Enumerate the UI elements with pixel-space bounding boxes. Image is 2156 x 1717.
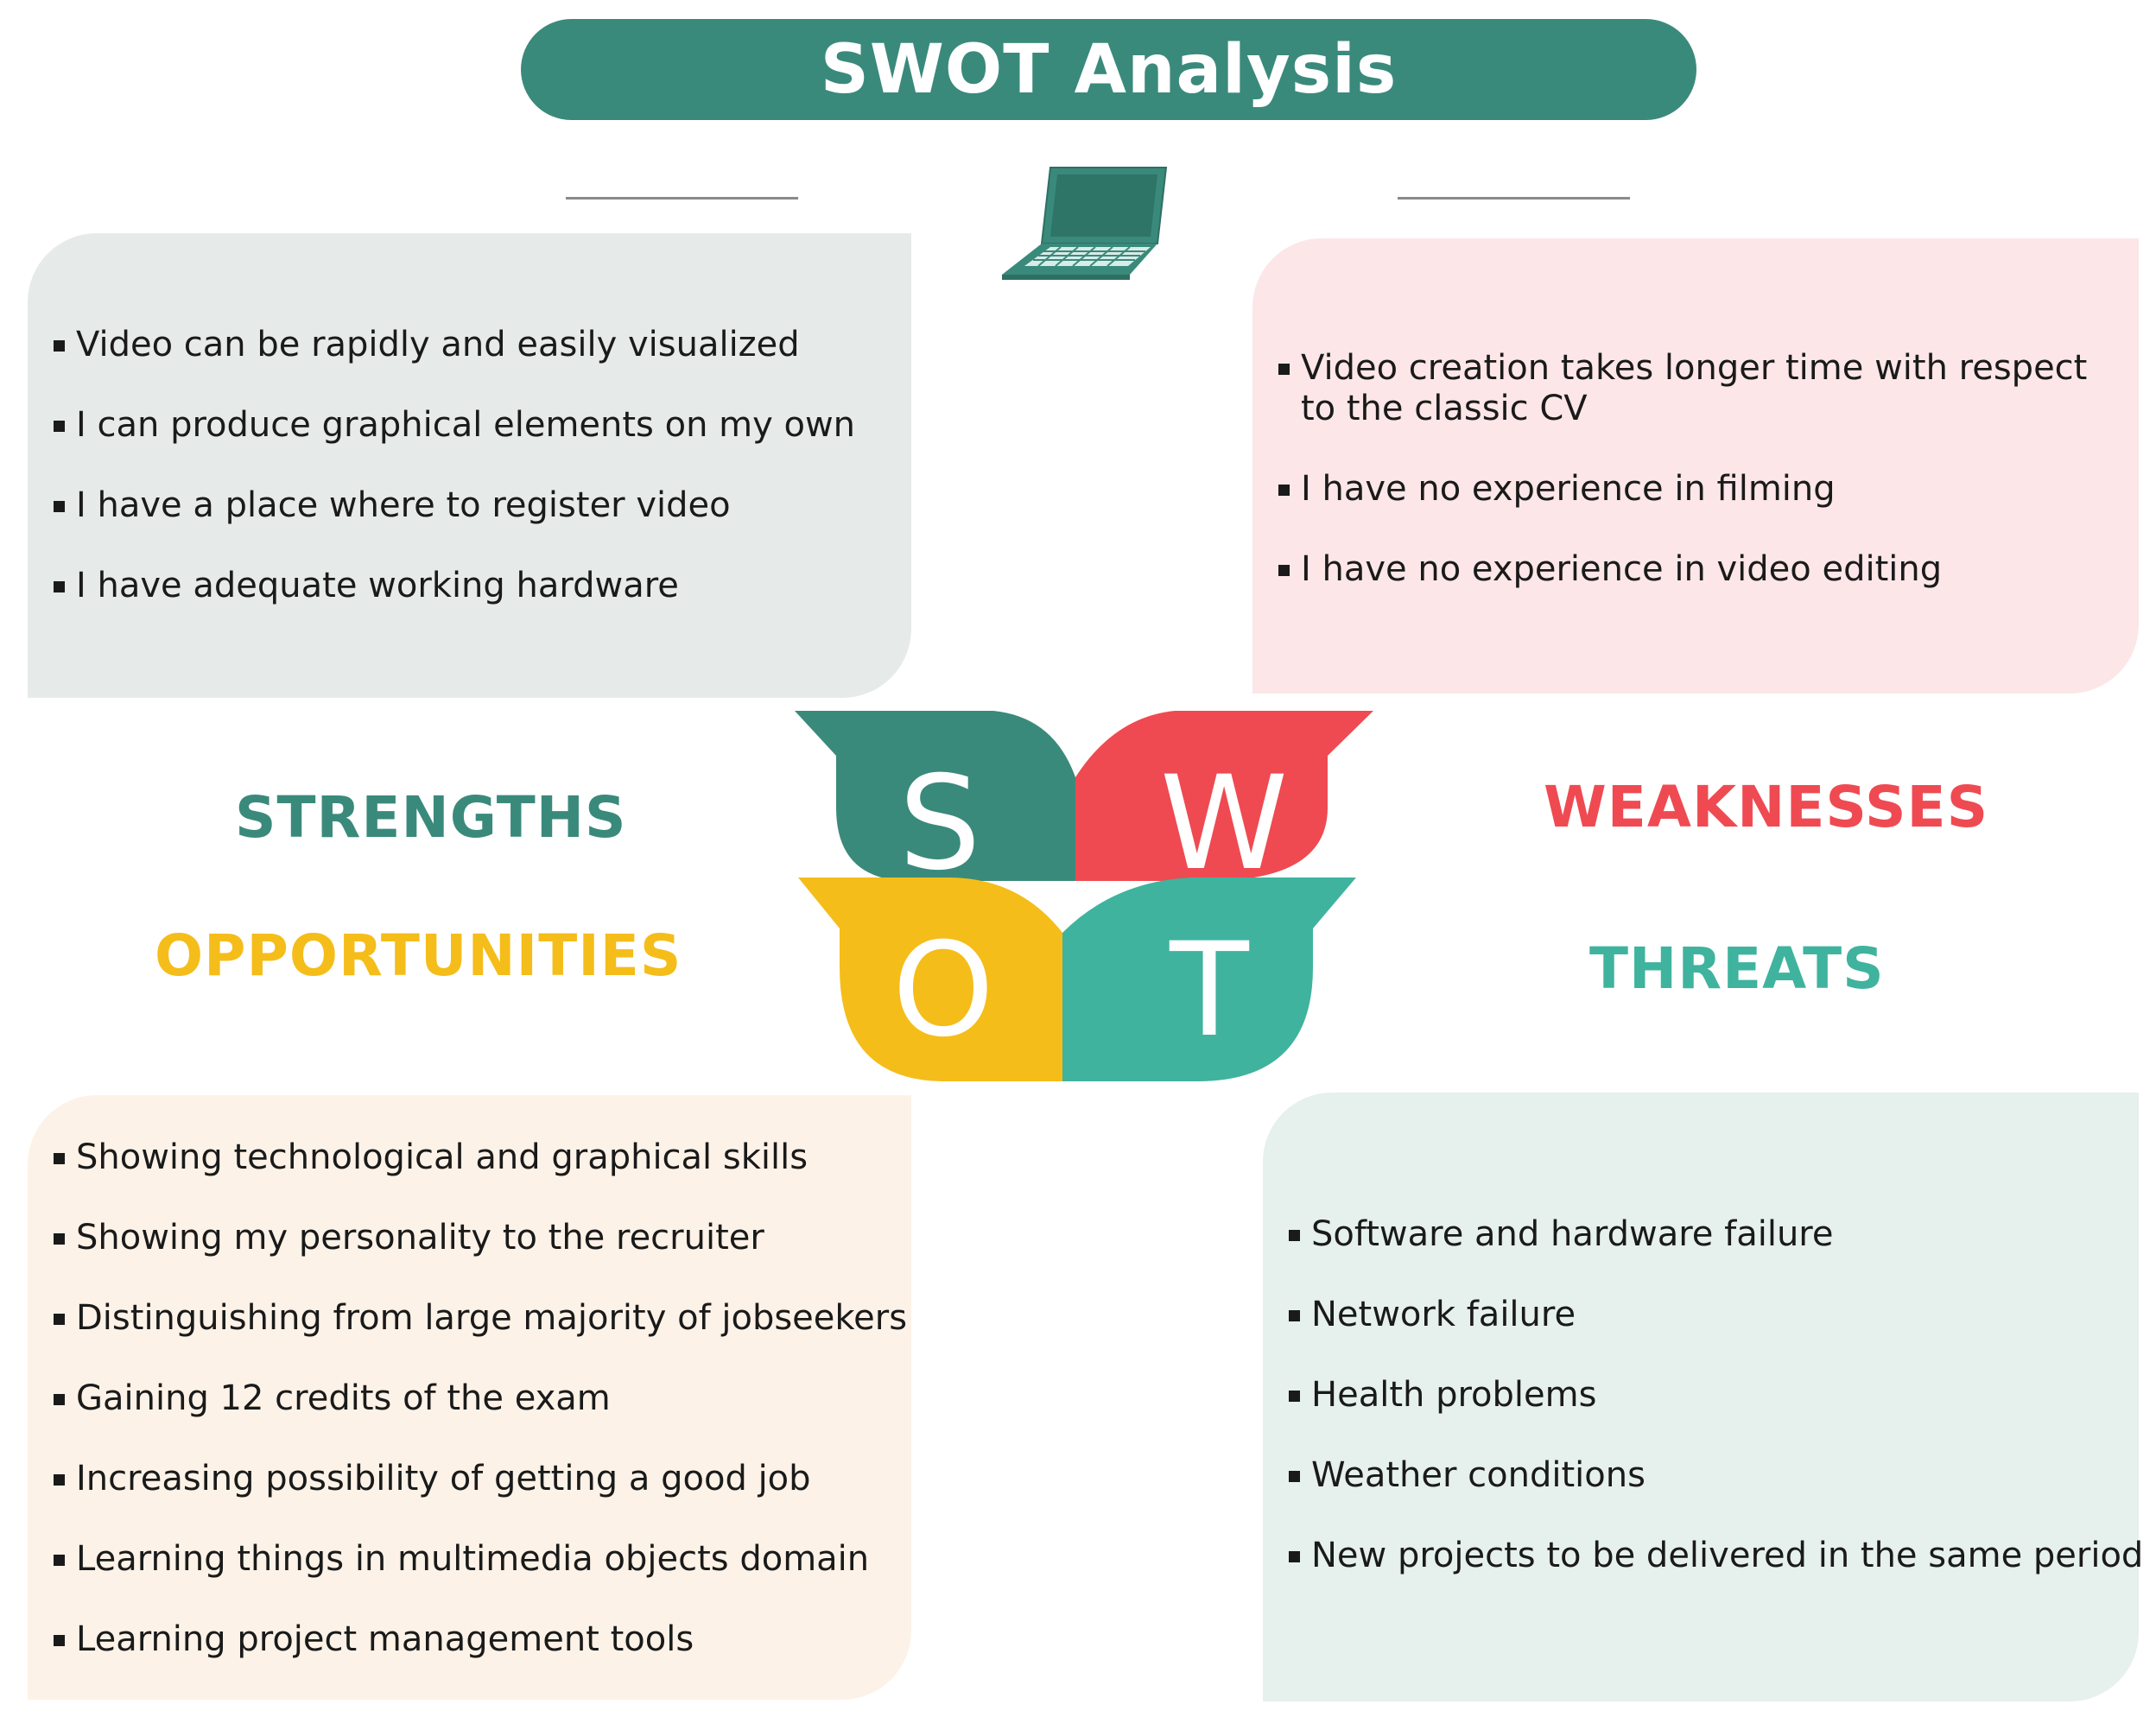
opportunity-item: Distinguishing from large majority of jo… (28, 1298, 911, 1339)
swot-letter-t: T (1169, 916, 1250, 1066)
swot-petal-w (1075, 711, 1373, 881)
strength-item: Video can be rapidly and easily visualiz… (28, 325, 911, 365)
swot-logo: S W O T (795, 711, 1373, 1081)
opportunity-item: Increasing possibility of getting a good… (28, 1459, 911, 1499)
weaknesses-list: Video creation takes longer time with re… (1252, 348, 2139, 590)
divider-right (1398, 197, 1630, 200)
opportunity-item: Learning things in multimedia objects do… (28, 1539, 911, 1580)
page-title: SWOT Analysis (820, 30, 1398, 109)
strength-item: I have a place where to register video (28, 485, 911, 526)
opportunity-item: Gaining 12 credits of the exam (28, 1378, 911, 1419)
opportunities-list: Showing technological and graphical skil… (28, 1137, 911, 1660)
laptop-icon (1002, 167, 1168, 280)
threats-label: THREATS (1589, 935, 1885, 1002)
threats-list: Software and hardware failure Network fa… (1263, 1214, 2143, 1576)
opportunity-item: Showing technological and graphical skil… (28, 1137, 911, 1178)
weakness-item: Video creation takes longer time with re… (1252, 348, 2139, 429)
divider-left (566, 197, 798, 200)
swot-letter-w: W (1160, 749, 1288, 899)
threat-item: New projects to be delivered in the same… (1263, 1536, 2143, 1576)
weaknesses-box: Video creation takes longer time with re… (1252, 238, 2139, 694)
strengths-label: STRENGTHS (235, 784, 627, 851)
strengths-box: Video can be rapidly and easily visualiz… (28, 233, 911, 698)
swot-petal-s (795, 711, 1075, 881)
opportunity-item: Showing my personality to the recruiter (28, 1218, 911, 1258)
threats-box: Software and hardware failure Network fa… (1263, 1093, 2143, 1701)
swot-letter-o: O (892, 916, 994, 1066)
swot-letter-s: S (898, 749, 980, 899)
swot-petal-t (1062, 878, 1356, 1081)
weakness-item: I have no experience in video editing (1252, 549, 2139, 590)
title-banner: SWOT Analysis (521, 19, 1696, 120)
strength-item: I have adequate working hardware (28, 566, 911, 606)
opportunities-label: OPPORTUNITIES (155, 922, 682, 989)
weaknesses-label: WEAKNESSES (1544, 774, 1989, 840)
threat-item: Network failure (1263, 1295, 2139, 1335)
opportunity-item: Learning project management tools (28, 1619, 911, 1660)
threat-item: Software and hardware failure (1263, 1214, 2139, 1255)
strength-item: I can produce graphical elements on my o… (28, 405, 911, 446)
weakness-item: I have no experience in filming (1252, 469, 2139, 510)
threat-item: Health problems (1263, 1375, 2139, 1416)
opportunities-box: Showing technological and graphical skil… (28, 1095, 911, 1700)
strengths-list: Video can be rapidly and easily visualiz… (28, 325, 911, 606)
swot-petal-o (798, 878, 1062, 1081)
threat-item: Weather conditions (1263, 1455, 2139, 1496)
